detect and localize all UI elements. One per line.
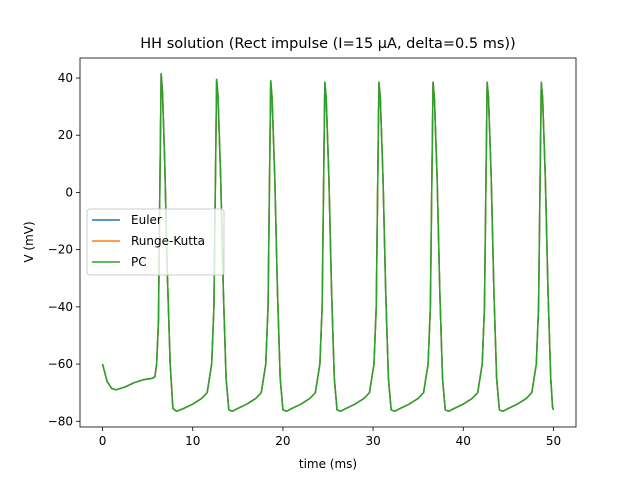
x-axis-label: time (ms) [299,457,357,471]
legend-box [86,208,225,276]
y-tick-label: −20 [48,243,73,257]
y-tick-label: 0 [65,185,73,199]
y-tick-label: 20 [58,128,73,142]
legend-label: Euler [131,213,162,227]
series-line-pc [101,72,555,413]
legend-label: Runge-Kutta [131,234,205,248]
x-tick-label: 30 [365,434,380,448]
y-tick-label: −40 [48,300,73,314]
plot-frame [79,57,577,428]
y-tick-label: −60 [48,357,73,371]
y-axis-label: V (mV) [22,221,36,262]
plot-area [79,57,577,428]
chart-title: HH solution (Rect impulse (I=15 µA, delt… [140,36,515,52]
x-tick-label: 50 [546,434,561,448]
x-tick-label: 0 [99,434,107,448]
y-axis: −80 −60 −40 −20 0 20 40 [48,71,80,428]
x-axis: 0 10 20 30 40 50 [99,427,561,448]
y-tick-label: −80 [48,414,73,428]
x-tick-label: 40 [456,434,471,448]
x-tick-label: 10 [185,434,200,448]
x-tick-label: 20 [275,434,290,448]
legend: Euler Runge-Kutta PC [86,208,225,276]
legend-label: PC [131,255,147,269]
y-tick-label: 40 [58,71,73,85]
